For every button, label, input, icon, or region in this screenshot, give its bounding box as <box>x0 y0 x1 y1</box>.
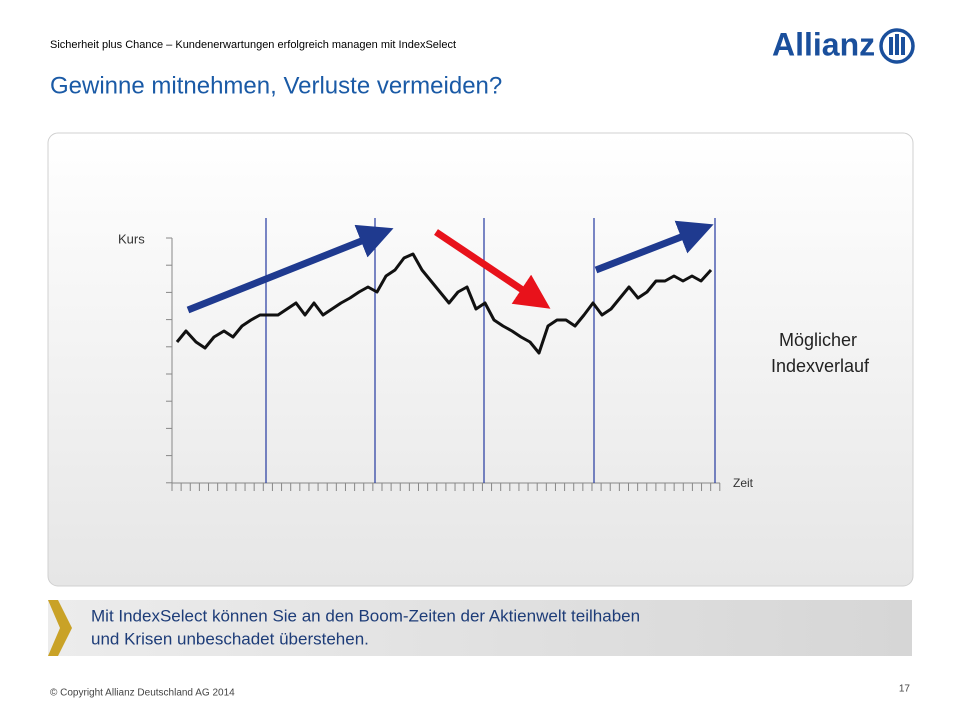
logo-icon <box>879 28 915 64</box>
title: Gewinne mitnehmen, Verluste vermeiden? <box>50 72 502 99</box>
axis-ticks <box>166 237 721 491</box>
index-line <box>175 252 713 355</box>
x-label: Zeit <box>733 476 754 490</box>
down-arrow <box>434 229 551 309</box>
banner <box>48 600 912 656</box>
period-lines <box>265 218 716 483</box>
banner-chevron <box>48 600 72 656</box>
banner-text: und Krisen unbeschadet überstehen. <box>91 629 369 648</box>
caption: Indexverlauf <box>771 356 870 376</box>
y-label: Kurs <box>118 231 145 246</box>
up-arrow <box>186 224 394 314</box>
copyright: © Copyright Allianz Deutschland AG 2014 <box>50 688 235 699</box>
page-number: 17 <box>899 684 911 695</box>
banner-text: Mit IndexSelect können Sie an den Boom-Z… <box>91 606 640 625</box>
subtitle: Sicherheit plus Chance – Kundenerwartung… <box>50 39 456 51</box>
logo-text: Allianz <box>772 26 875 62</box>
up-arrow <box>594 220 714 274</box>
caption: Möglicher <box>779 330 857 350</box>
